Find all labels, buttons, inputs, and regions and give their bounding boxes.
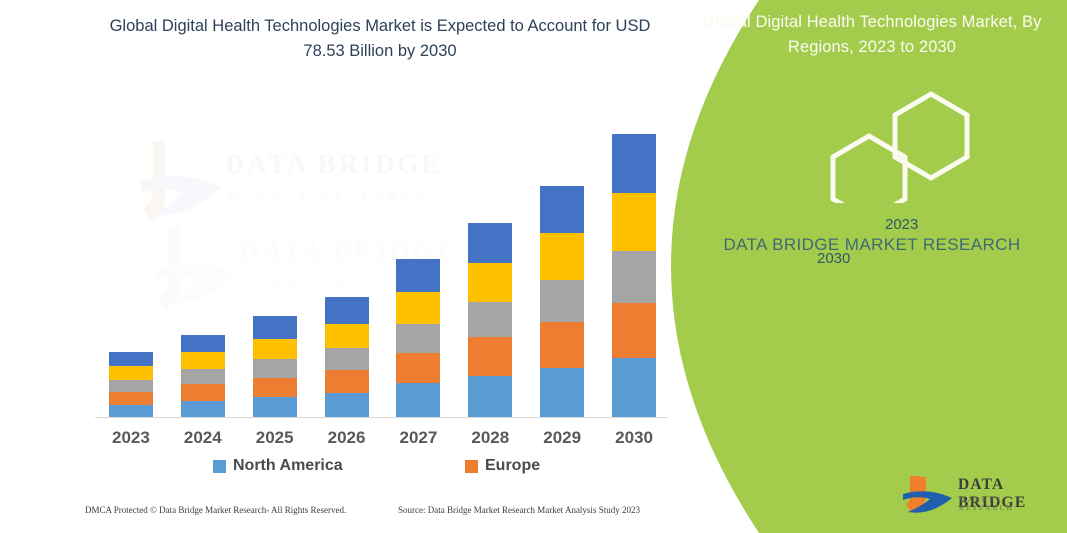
green-panel-brand-text: DATA BRIDGE MARKET RESEARCH: [723, 235, 1021, 254]
bar-segment-series-5: [252, 316, 297, 340]
footer: DMCA Protected © Data Bridge Market Rese…: [0, 505, 700, 525]
bar-segment-series-3: [108, 379, 153, 393]
brand-mark-icon: [903, 476, 952, 513]
footer-source: Source: Data Bridge Market Research Mark…: [398, 505, 640, 515]
x-axis-label-2029: 2029: [543, 428, 582, 447]
x-axis-label-2023: 2023: [112, 428, 150, 447]
bar-segment-series-3: [180, 369, 225, 385]
bar-segment-europe: [108, 392, 153, 405]
legend-swatch-europe: [465, 459, 478, 473]
bar-segment-series-3: [612, 251, 657, 303]
watermark-logo: DATA BRIDGE MARKET RESEARCH: [135, 135, 449, 245]
bar-segment-europe: [180, 384, 225, 401]
x-axis-label-2027: 2027: [399, 428, 438, 447]
bar-segment-series-5: [108, 351, 153, 367]
watermark-mark-icon-2: [156, 228, 236, 310]
bar-2027[interactable]: [396, 258, 441, 418]
green-panel-title: Global Digital Health Technologies Marke…: [702, 13, 1042, 56]
legend-label-europe: Europe: [485, 457, 541, 474]
bar-segment-series-5: [540, 185, 585, 233]
watermark-logo-secondary: DATA BRIDGE MARKET RESEARCH: [150, 222, 464, 332]
bar-segment-north-america: [540, 368, 585, 418]
bar-2028[interactable]: [468, 223, 513, 418]
brand-logo: DATA BRIDGE MARKET RESEARCH: [900, 474, 1060, 520]
legend-swatch-north-america: [213, 459, 226, 473]
bar-2030[interactable]: [612, 134, 657, 418]
bar-segment-series-3: [396, 323, 441, 353]
hexagon-label-2023: 2023: [885, 216, 919, 233]
hexagon-group: 2023 2030: [667, 88, 1067, 267]
bar-segment-series-3: [252, 359, 297, 378]
bar-segment-series-4: [324, 323, 369, 348]
page-title: Global Digital Health Technologies Marke…: [109, 17, 651, 60]
bar-segment-series-3: [468, 301, 513, 338]
bar-segment-series-5: [396, 258, 441, 293]
bar-segment-series-5: [612, 134, 657, 194]
chart-axis-baseline: [95, 417, 668, 418]
watermark-subtitle-2: MARKET RESEARCH: [242, 278, 446, 290]
hexagon-shapes-icon: [830, 91, 970, 203]
footer-copyright: DMCA Protected © Data Bridge Market Rese…: [85, 505, 347, 515]
bar-2023[interactable]: [108, 351, 153, 418]
bar-segment-series-3: [540, 279, 585, 323]
bar-segment-europe: [396, 352, 441, 384]
hexagon-2023-icon: [892, 91, 970, 181]
bar-segment-series-4: [540, 232, 585, 280]
x-axis-label-2028: 2028: [471, 428, 510, 447]
bar-2029[interactable]: [540, 185, 585, 418]
bar-segment-europe: [612, 302, 657, 359]
legend-item-europe[interactable]: Europe: [465, 457, 540, 475]
bar-segment-europe: [324, 370, 369, 394]
bar-segment-series-4: [468, 262, 513, 302]
bar-2024[interactable]: [180, 334, 225, 418]
bar-segment-series-5: [468, 223, 513, 263]
watermark-rule: [227, 187, 449, 188]
bar-segment-series-4: [612, 193, 657, 252]
bar-segment-series-4: [180, 351, 225, 370]
bar-segment-series-4: [396, 292, 441, 324]
green-panel-shape: [671, 0, 1067, 533]
bar-segment-north-america: [396, 383, 441, 418]
bar-2026[interactable]: [324, 297, 369, 418]
bar-segment-series-3: [324, 347, 369, 371]
watermark-mark-icon: [141, 141, 221, 223]
watermark-name: DATA BRIDGE: [225, 149, 443, 179]
brand-logo-subtitle: MARKET RESEARCH: [959, 496, 1014, 512]
stacked-bar-chart: [95, 120, 670, 418]
bar-segment-series-4: [108, 366, 153, 380]
bar-segment-series-4: [252, 339, 297, 360]
green-side-panel: Global Digital Health Technologies Marke…: [667, 0, 1067, 533]
hexagon-label-2030: 2030: [817, 250, 851, 267]
x-axis-label-2030: 2030: [615, 428, 653, 447]
bar-segment-north-america: [324, 393, 369, 418]
bar-segment-europe: [468, 337, 513, 376]
bar-segment-north-america: [108, 404, 153, 418]
bar-segment-series-5: [324, 297, 369, 324]
bar-segment-europe: [540, 322, 585, 369]
hexagon-2030-icon: [830, 133, 908, 203]
bar-segment-north-america: [180, 400, 225, 418]
bar-segment-north-america: [252, 396, 297, 418]
x-axis-label-2024: 2024: [183, 428, 222, 447]
bar-segment-north-america: [468, 375, 513, 418]
x-axis-label-2025: 2025: [255, 428, 294, 447]
watermark-rule-2: [242, 274, 464, 275]
watermark-subtitle: MARKET RESEARCH: [227, 191, 431, 203]
brand-logo-name: DATA BRIDGE: [958, 476, 1027, 511]
chart-x-axis-labels: 2023 2024 2025 2026 2027 2028 2029 2030: [95, 428, 670, 454]
bar-segment-series-5: [180, 334, 225, 352]
bar-segment-europe: [252, 377, 297, 397]
x-axis-label-2026: 2026: [327, 428, 366, 447]
legend-item-north-america[interactable]: North America: [213, 457, 343, 475]
chart-legend: North America Europe: [95, 454, 670, 480]
bar-segment-north-america: [612, 358, 657, 418]
bar-2025[interactable]: [252, 316, 297, 418]
legend-label-north-america: North America: [233, 457, 343, 474]
